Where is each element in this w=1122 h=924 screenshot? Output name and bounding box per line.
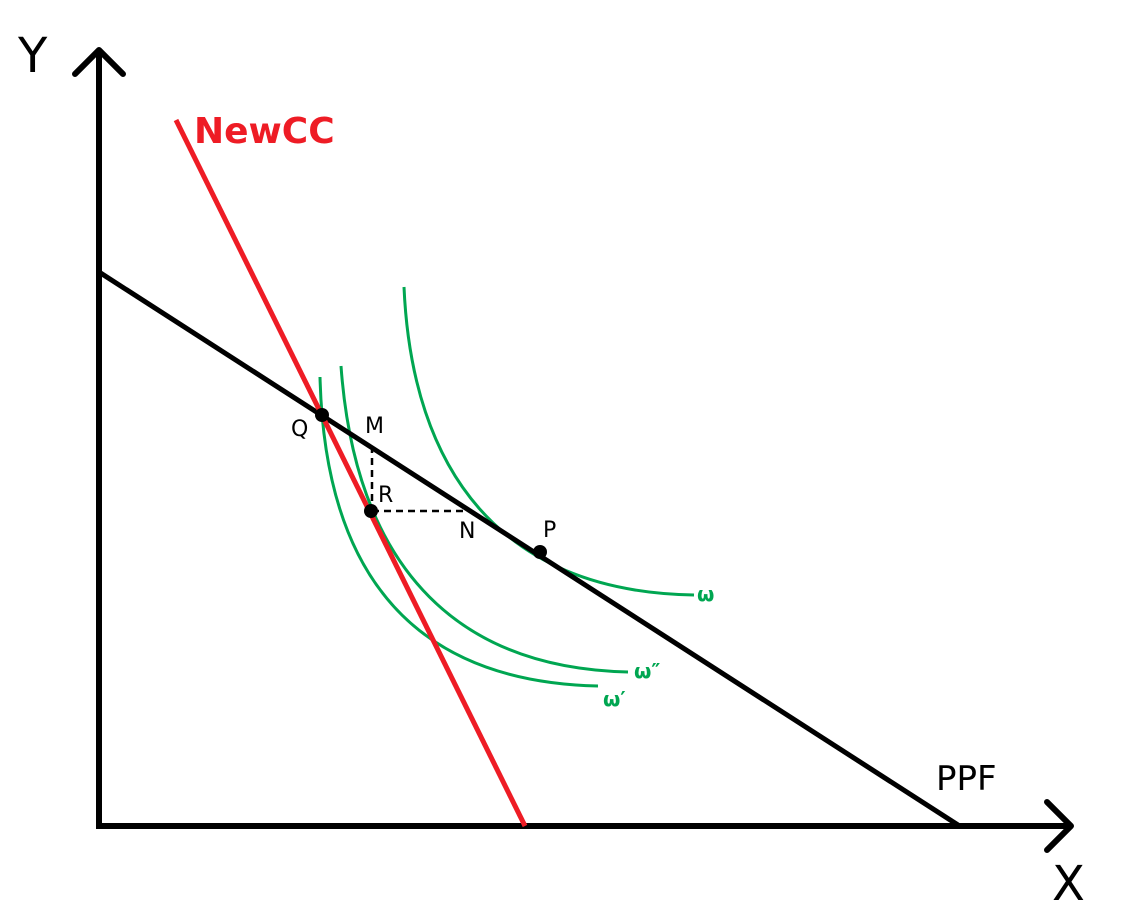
dashed-triangle (370, 446, 472, 513)
indifference-curve-omega-double-prime (339, 365, 629, 674)
indifference-curve-omega-prime (318, 376, 599, 688)
points (315, 408, 547, 559)
omega-double-prime-label: ω″ (634, 659, 660, 683)
point-q (315, 408, 329, 422)
omega-label: ω (697, 582, 714, 606)
axes: Y X (17, 28, 1085, 912)
point-r (364, 504, 378, 518)
label-p: P (543, 518, 556, 543)
indifference-curves (318, 286, 695, 688)
indifference-curve-omega (402, 286, 695, 597)
newcc-label: NewCC (194, 111, 335, 152)
ppf-line (97, 269, 960, 828)
omega-prime-label: ω′ (603, 687, 626, 711)
label-q: Q (291, 417, 308, 442)
label-r: R (378, 483, 393, 508)
x-axis-label: X (1052, 856, 1085, 912)
point-p (533, 545, 547, 559)
ppf-label: PPF (936, 759, 997, 799)
y-axis-arrowhead (72, 47, 126, 77)
newcc-line (173, 118, 528, 828)
x-axis-arrowhead (1044, 799, 1074, 853)
label-n: N (459, 519, 475, 544)
y-axis-label: Y (17, 28, 48, 84)
label-m: M (365, 414, 384, 439)
